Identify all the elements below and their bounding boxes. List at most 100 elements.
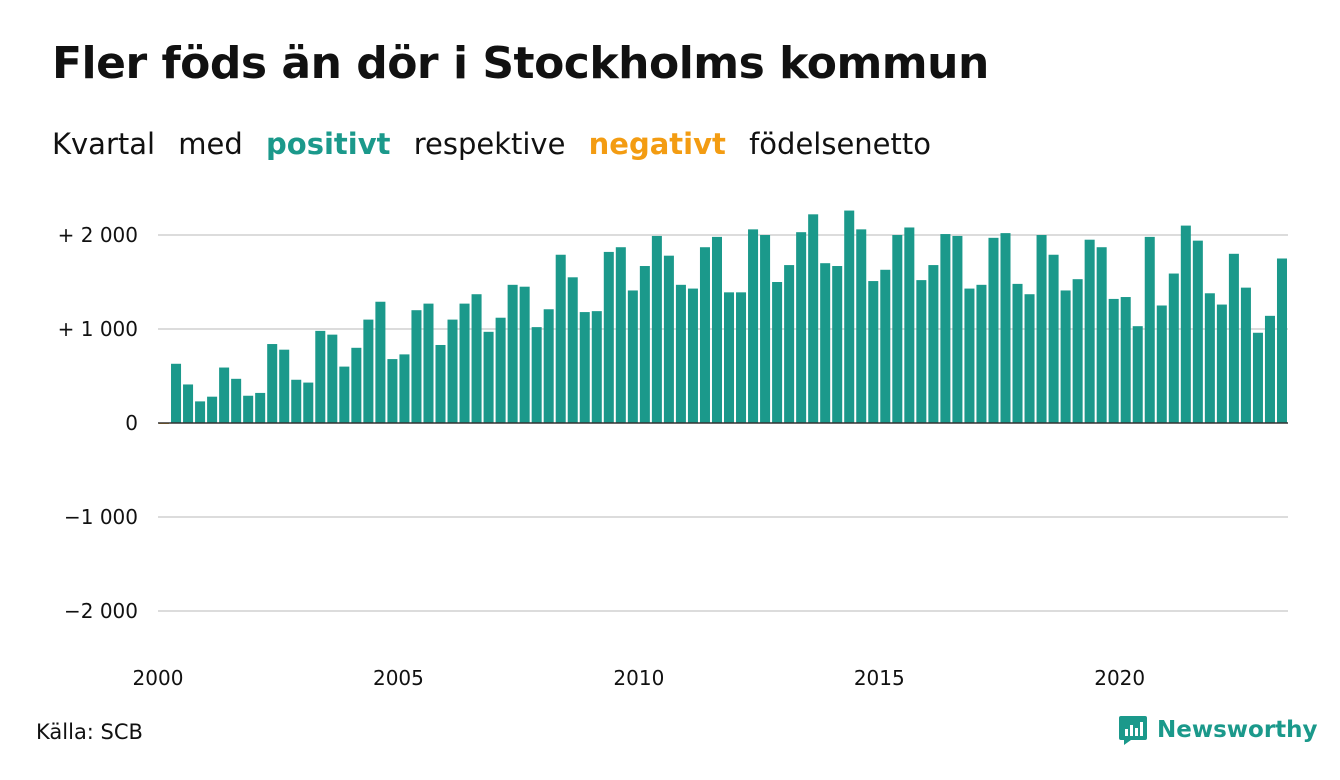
- bar: [363, 319, 374, 423]
- bar: [555, 254, 566, 423]
- bar: [1168, 273, 1179, 423]
- y-tick-label: + 2 000: [58, 223, 138, 247]
- bar: [892, 235, 903, 423]
- y-axis-ticks: + 2 000 + 1 000 0 −1 000 −2 000: [58, 223, 138, 623]
- bar: [1180, 225, 1191, 423]
- bar: [1060, 290, 1071, 423]
- bar: [1108, 298, 1119, 423]
- bar: [351, 347, 362, 423]
- bar: [760, 235, 771, 423]
- bar: [1072, 279, 1083, 423]
- bar: [207, 396, 218, 423]
- bar: [1216, 304, 1227, 423]
- bar: [531, 327, 542, 423]
- bar: [880, 269, 891, 423]
- bar: [303, 382, 314, 423]
- bar: [471, 294, 482, 423]
- bar: [591, 311, 602, 423]
- bar: [1096, 247, 1107, 423]
- x-tick-label: 2005: [373, 666, 424, 690]
- bar: [724, 292, 735, 423]
- bar: [219, 367, 230, 423]
- bar: [459, 303, 470, 423]
- bar: [736, 292, 747, 423]
- bar: [183, 384, 194, 423]
- bar: [507, 284, 518, 423]
- y-tick-label: + 1 000: [58, 317, 138, 341]
- subtitle-word-fodelsenetto: födelsenetto: [749, 127, 931, 161]
- bar: [543, 309, 554, 423]
- bar: [820, 263, 831, 423]
- bar: [627, 290, 638, 423]
- bar: [279, 349, 290, 423]
- bar: [808, 214, 819, 423]
- bar: [375, 301, 386, 423]
- bar: [1276, 258, 1287, 423]
- bar: [315, 330, 326, 423]
- bar: [976, 284, 987, 423]
- bar: [195, 401, 206, 423]
- bar: [651, 235, 662, 423]
- bar: [675, 284, 686, 423]
- bar: [1156, 305, 1167, 423]
- bar: [988, 237, 999, 423]
- bar: [1024, 294, 1035, 423]
- bar: [231, 378, 242, 423]
- bar: [1252, 332, 1263, 423]
- subtitle-positive-label: positivt: [266, 127, 391, 161]
- subtitle-word-kvartal: Kvartal: [52, 127, 156, 161]
- bar: [964, 288, 975, 423]
- bar: [663, 255, 674, 423]
- bar: [267, 344, 278, 423]
- bar: [243, 395, 254, 423]
- x-tick-label: 2010: [613, 666, 664, 690]
- bar: [856, 229, 867, 423]
- bar: [327, 334, 338, 423]
- bar: [291, 379, 302, 423]
- bar: [1084, 239, 1095, 423]
- bar: [1192, 240, 1203, 423]
- x-tick-label: 2000: [133, 666, 184, 690]
- bars: [159, 210, 1287, 424]
- bar: [1264, 315, 1275, 423]
- bar: [904, 227, 915, 423]
- bar: [1012, 283, 1023, 423]
- bar: [940, 234, 951, 423]
- bar: [519, 286, 530, 423]
- bar: [1120, 297, 1131, 423]
- bar: [1036, 235, 1047, 423]
- bar: [687, 288, 698, 423]
- bar: [1000, 233, 1011, 423]
- bar: [1204, 293, 1215, 423]
- bar: [952, 235, 963, 423]
- newsworthy-logo: Newsworthy: [1118, 714, 1318, 746]
- bar: [171, 363, 182, 423]
- x-tick-label: 2020: [1094, 666, 1145, 690]
- bar: [772, 282, 783, 423]
- source-note: Källa: SCB: [36, 720, 143, 744]
- y-tick-label: 0: [125, 411, 138, 435]
- logo-text: Newsworthy: [1157, 717, 1318, 743]
- bar: [916, 280, 927, 423]
- bar: [711, 236, 722, 423]
- bar: [399, 354, 410, 423]
- bar: [411, 310, 422, 423]
- bar-chart: + 2 000 + 1 000 0 −1 000 −2 000 2000 2005 2010…: [58, 210, 1288, 690]
- y-tick-label: −1 000: [64, 505, 138, 529]
- bar: [748, 229, 759, 423]
- bar: [483, 331, 494, 423]
- bar: [1048, 254, 1059, 423]
- bar: [615, 247, 626, 423]
- bar: [447, 319, 458, 423]
- bar: [832, 266, 843, 423]
- bar: [435, 344, 446, 423]
- bar: [1144, 236, 1155, 423]
- subtitle-negative-label: negativt: [588, 127, 726, 161]
- bar: [255, 392, 266, 423]
- chart-subtitle: Kvartal med positivt respektive negativt…: [52, 127, 945, 161]
- bar: [579, 312, 590, 423]
- chart-title: Fler föds än dör i Stockholms kommun: [52, 38, 989, 89]
- bar: [1228, 253, 1239, 423]
- bar: [784, 265, 795, 423]
- x-tick-label: 2015: [854, 666, 905, 690]
